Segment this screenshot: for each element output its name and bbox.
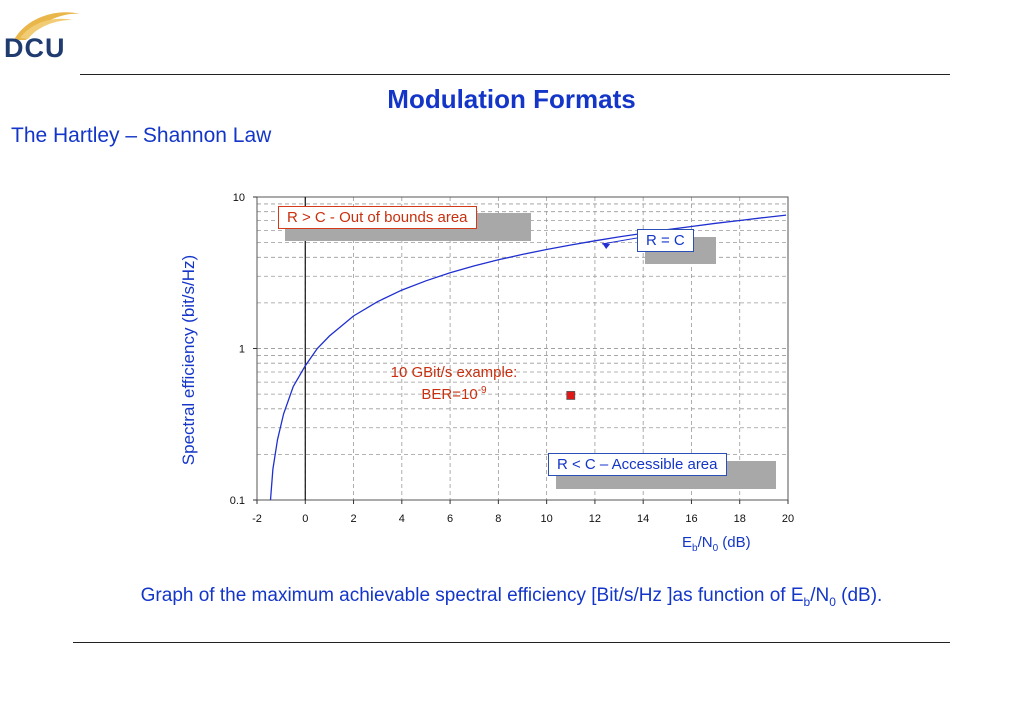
y-tick-label: 0.1 [230,495,245,507]
out-of-bounds-box: R > C - Out of bounds area [278,206,477,229]
y-tick-labels: 0.1 1 10 [230,192,257,507]
accessible-area-box: R < C – Accessible area [548,453,727,476]
shannon-limit-curve [269,214,787,501]
y-axis-label: Spectral efficiency (bit/s/Hz) [179,254,198,466]
x-tick-label: 8 [495,513,501,525]
x-tick-label: 18 [734,513,746,525]
x-tick-label: 6 [447,513,453,525]
y-tick-label: 1 [239,344,245,356]
example-point [566,391,576,400]
x-tick-label: 14 [637,513,649,525]
x-tick-labels: -2 0 2 4 6 8 10 12 14 16 18 20 [252,500,794,525]
x-tick-label: 4 [399,513,405,525]
logo-text: DCU [4,33,66,63]
x-tick-label: 20 [782,513,794,525]
r-equals-c-box: R = C [637,229,694,252]
example-note: 10 GBit/s example: BER=10-9 [362,364,546,404]
top-divider [80,74,950,75]
example-line-2: BER=10-9 [421,385,487,403]
bottom-divider [73,642,950,643]
x-tick-label: 0 [302,513,308,525]
chart-grid [257,197,789,500]
page-subtitle: The Hartley – Shannon Law [11,124,272,147]
x-tick-label: -2 [252,513,262,525]
chart-points [566,391,576,400]
figure-caption: Graph of the maximum achievable spectral… [140,585,883,609]
y-tick-label: 10 [233,192,245,204]
example-line-1: 10 GBit/s example: [390,364,518,381]
r-equals-c-arrow [602,237,638,245]
x-axis-label: Eb/N0 (dB) [682,534,751,554]
x-tick-label: 2 [350,513,356,525]
x-tick-label: 10 [541,513,553,525]
x-tick-label: 12 [589,513,601,525]
x-tick-label: 16 [685,513,697,525]
arrow-head-icon [602,243,611,250]
chart-series [269,214,787,501]
page-title: Modulation Formats [387,84,636,114]
dcu-logo-swoosh [14,12,80,40]
